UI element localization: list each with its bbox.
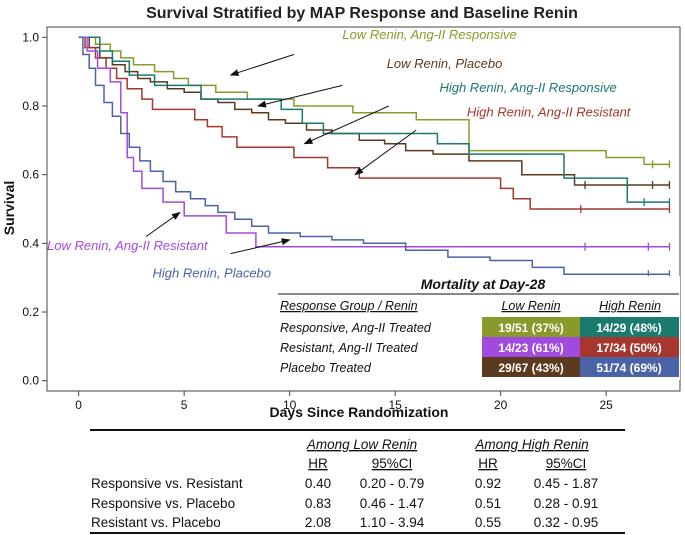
hr-cell: 0.51	[475, 496, 501, 511]
hr-cell: 0.40	[305, 476, 331, 491]
hr-cell: 2.08	[305, 515, 331, 530]
hr-cell: 0.55	[475, 515, 501, 530]
annotation-label: High Renin, Ang-II Resistant	[467, 104, 632, 119]
series-line	[78, 36, 670, 248]
mortality-header-high: High Renin	[599, 299, 661, 313]
mortality-cell-bg	[482, 337, 580, 357]
series-layer	[78, 36, 671, 279]
x-tick-label: 25	[599, 398, 613, 412]
annotation-label: Low Renin, Ang-II Resistant	[47, 238, 209, 253]
mortality-row-label: Resistant, Ang-II Treated	[280, 341, 419, 355]
hr-row-label: Responsive vs. Placebo	[91, 496, 235, 511]
mortality-cell: 51/74 (69%)	[596, 361, 661, 375]
mortality-cell-bg	[482, 357, 580, 377]
y-tick-label: 0.2	[22, 305, 39, 319]
annotation-label: High Renin, Ang-II Responsive	[439, 80, 616, 95]
series-line	[78, 36, 670, 166]
annotation-arrow	[354, 129, 417, 176]
y-axis: 0.0 0.2 0.4 0.6 0.8 1.0	[22, 30, 47, 388]
plot-frame	[46, 26, 681, 392]
hr-subheader: 95%CI	[372, 456, 413, 471]
mortality-table: Mortality at Day-28 Response Group / Ren…	[276, 276, 680, 380]
hr-cell: 0.20 - 0.79	[360, 476, 425, 491]
mortality-row-label: Responsive, Ang-II Treated	[280, 321, 432, 335]
annotation-arrow	[229, 53, 295, 76]
series-line	[78, 36, 670, 275]
annotation-label: Low Renin, Ang-II Responsive	[342, 27, 516, 42]
y-tick-label: 0.8	[22, 99, 39, 113]
annotation-arrow	[230, 238, 291, 255]
hr-cell: 0.83	[305, 496, 331, 511]
mortality-row-label: Placebo Treated	[280, 361, 372, 375]
mortality-cell: 14/23 (61%)	[498, 341, 563, 355]
x-tick-label: 0	[75, 398, 82, 412]
mortality-header-group: Response Group / Renin	[280, 299, 418, 313]
annotation-arrow	[145, 211, 181, 237]
series-line	[78, 36, 670, 186]
mortality-table-title: Mortality at Day-28	[421, 276, 546, 292]
x-tick-label: 20	[494, 398, 508, 412]
hr-cell: 0.32 - 0.95	[534, 515, 599, 530]
y-tick-label: 0.4	[22, 236, 39, 250]
x-tick-label: 10	[283, 398, 297, 412]
x-tick-label: 15	[388, 398, 402, 412]
series-line	[78, 36, 670, 210]
chart-title: Survival Stratified by MAP Response and …	[146, 5, 578, 22]
hr-subheader: HR	[478, 456, 498, 471]
annotation-label: High Renin, Placebo	[153, 266, 272, 281]
hr-group-header-low: Among Low Renin	[306, 437, 417, 452]
mortality-cell-bg	[580, 357, 679, 377]
hr-cell: 0.45 - 1.87	[534, 476, 599, 491]
annotation-arrow	[257, 84, 343, 108]
hazard-ratio-table: Among Low Renin Among High Renin HR 95%C…	[90, 429, 625, 534]
mortality-cell-bg	[482, 317, 580, 337]
y-tick-label: 0.6	[22, 168, 39, 182]
hr-row-label: Responsive vs. Resistant	[91, 476, 243, 491]
x-tick-label: 5	[181, 398, 188, 412]
mortality-cell: 14/29 (48%)	[596, 321, 661, 335]
mortality-header-low: Low Renin	[501, 299, 560, 313]
hr-cell: 0.28 - 0.91	[534, 496, 599, 511]
hr-group-header-high: Among High Renin	[474, 437, 588, 452]
mortality-cell-bg	[580, 337, 679, 357]
annotation-label: Low Renin, Placebo	[387, 56, 503, 71]
hr-subheader: HR	[308, 456, 328, 471]
x-axis-label: Days Since Randomization	[270, 404, 449, 420]
annotation-arrow	[303, 105, 390, 145]
hr-cell: 0.46 - 1.47	[360, 496, 425, 511]
mortality-cell: 29/67 (43%)	[498, 361, 563, 375]
mortality-cell: 19/51 (37%)	[498, 321, 563, 335]
y-tick-label: 0.0	[22, 374, 39, 388]
y-tick-label: 1.0	[22, 30, 39, 44]
hr-cell: 0.92	[475, 476, 501, 491]
mortality-cell-bg	[580, 317, 679, 337]
annotation-layer: Low Renin, Ang-II Responsive Low Renin, P…	[47, 27, 632, 281]
hr-subheader: 95%CI	[546, 456, 587, 471]
y-axis-label: Survival	[1, 181, 17, 235]
mortality-cell: 17/34 (50%)	[596, 341, 661, 355]
series-line	[78, 36, 670, 203]
x-axis: 0 5 10 15 20 25	[75, 391, 613, 412]
hr-cell: 1.10 - 3.94	[360, 515, 425, 530]
hr-row-label: Resistant vs. Placebo	[91, 515, 221, 530]
